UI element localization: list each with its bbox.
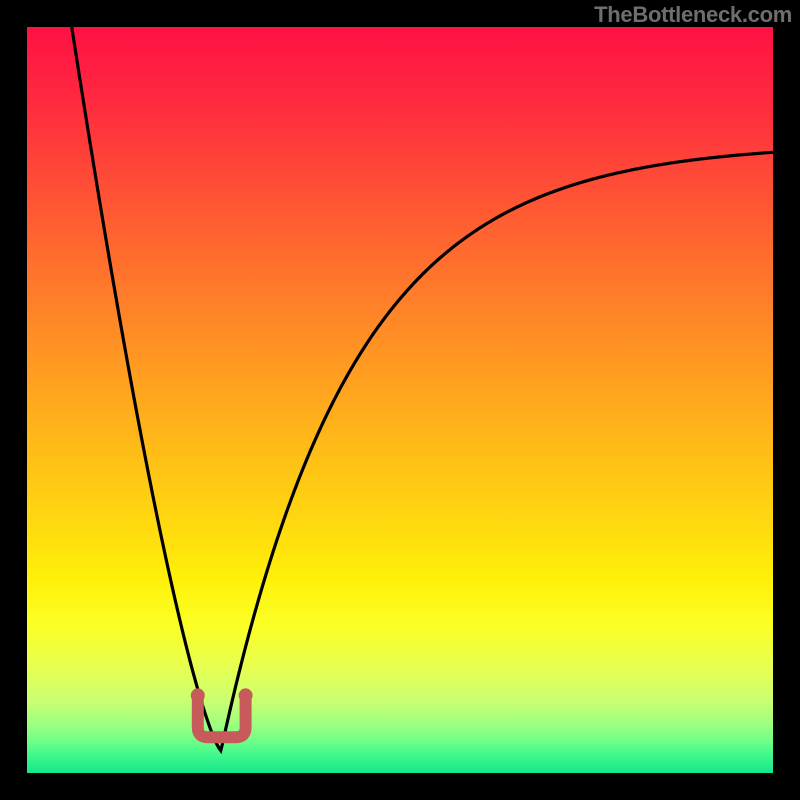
gradient-background — [27, 27, 773, 773]
dip-marker-dot-left — [191, 688, 205, 702]
watermark-text: TheBottleneck.com — [594, 2, 792, 28]
dip-marker-dot-right — [239, 688, 253, 702]
bottleneck-chart — [27, 27, 773, 773]
